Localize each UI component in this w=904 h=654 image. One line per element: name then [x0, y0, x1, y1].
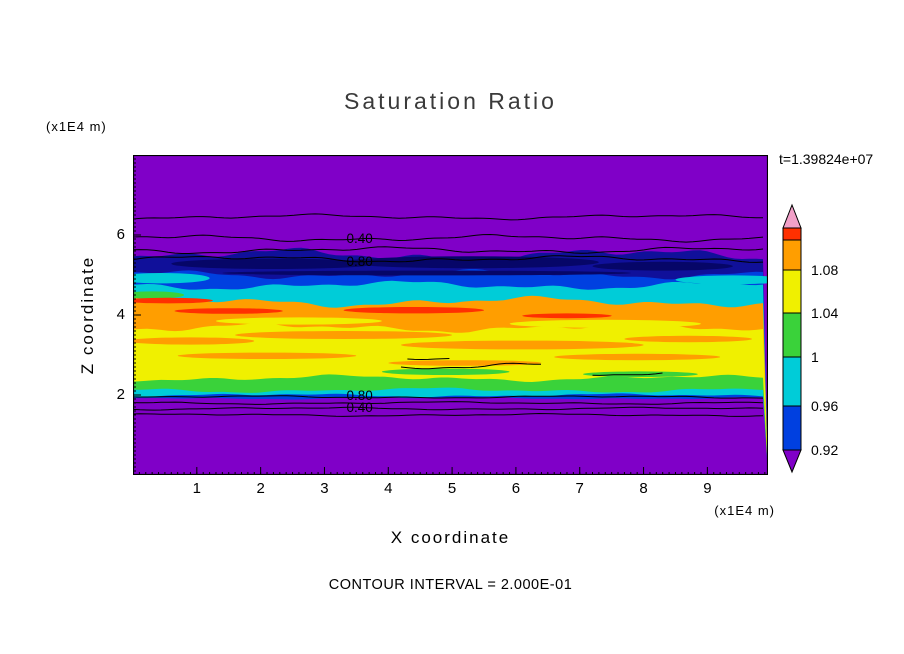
svg-text:0.80: 0.80	[346, 388, 372, 403]
x-axis-title: X coordinate	[390, 528, 511, 547]
colorbar-tick-label: 0.92	[811, 442, 838, 458]
svg-text:0.80: 0.80	[346, 254, 372, 269]
contour-line-labels: 0.400.800.800.40	[346, 231, 372, 415]
contour-interval-note: CONTOUR INTERVAL = 2.000E-01	[328, 577, 573, 593]
contour-lines	[133, 213, 764, 417]
x-axis-unit-label: (x1E4 m)	[714, 503, 775, 518]
x-tick-label: 3	[320, 480, 329, 497]
colorbar: 1.08 1.04 1 0.96 0.92	[782, 203, 838, 474]
colorbar-tick-label: 1	[811, 349, 819, 365]
x-tick-label: 4	[384, 480, 393, 497]
x-tick-label: 9	[703, 480, 712, 497]
svg-text:0.40: 0.40	[346, 231, 372, 246]
x-tick-label: 2	[256, 480, 265, 497]
contour-texture-patches	[133, 256, 768, 377]
x-tick-label: 7	[575, 480, 584, 497]
colorbar-segments	[782, 203, 802, 474]
y-axis-title: Z coordinate	[78, 255, 97, 375]
chart-title: Saturation Ratio	[344, 88, 557, 114]
x-tick-label: 8	[639, 480, 648, 497]
x-tick-label: 6	[511, 480, 521, 497]
colorbar-tick-label: 1.08	[811, 262, 838, 278]
plot-frame	[133, 155, 768, 475]
time-annotation: t=1.39824e+07	[779, 151, 874, 167]
contour-plot: 0.400.800.800.40	[133, 155, 768, 475]
x-tick-label: 5	[447, 480, 457, 497]
svg-text:0.40: 0.40	[346, 400, 372, 415]
y-axis-unit-label: (x1E4 m)	[46, 119, 107, 134]
y-tick-label: 2	[116, 386, 125, 403]
y-tick-label: 4	[116, 306, 125, 323]
colorbar-tick-label: 1.04	[811, 305, 838, 321]
colorbar-tick-labels: 1.08 1.04 1 0.96 0.92	[811, 262, 838, 458]
x-tick-label: 1	[192, 480, 201, 497]
y-tick-label: 6	[116, 226, 125, 243]
colorbar-tick-label: 0.96	[811, 398, 838, 414]
